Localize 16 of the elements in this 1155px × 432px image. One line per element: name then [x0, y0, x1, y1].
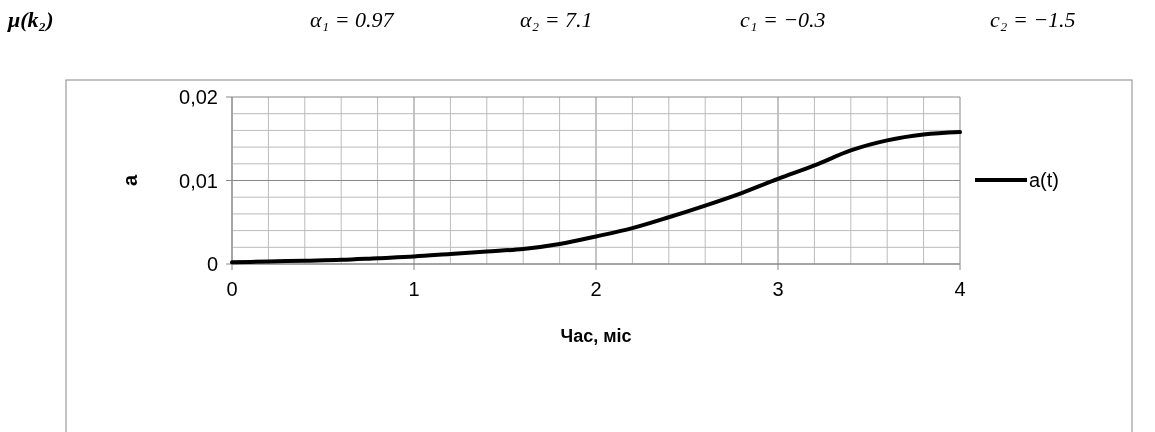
x-tick-label: 1: [408, 278, 420, 300]
text: α₂ = 7.1: [520, 7, 593, 32]
y-tick-label: 0: [206, 253, 218, 275]
legend-label: a(t): [1029, 169, 1059, 191]
y-tick-label: 0,01: [179, 169, 218, 192]
text: c₂ = −1.5: [990, 7, 1076, 32]
x-axis-title: Час, міс: [560, 326, 632, 346]
y-axis-title: a: [119, 174, 141, 187]
y-tick-label: 0,02: [179, 86, 218, 108]
x-tick-label: 0: [226, 278, 238, 300]
text: μ(k₂): [7, 7, 54, 32]
x-tick-label: 3: [772, 278, 784, 300]
x-tick-label: 2: [590, 278, 602, 300]
text: α₁ = 0.97: [310, 7, 395, 32]
text: c₁ = −0.3: [740, 7, 826, 32]
x-tick-label: 4: [954, 278, 966, 300]
